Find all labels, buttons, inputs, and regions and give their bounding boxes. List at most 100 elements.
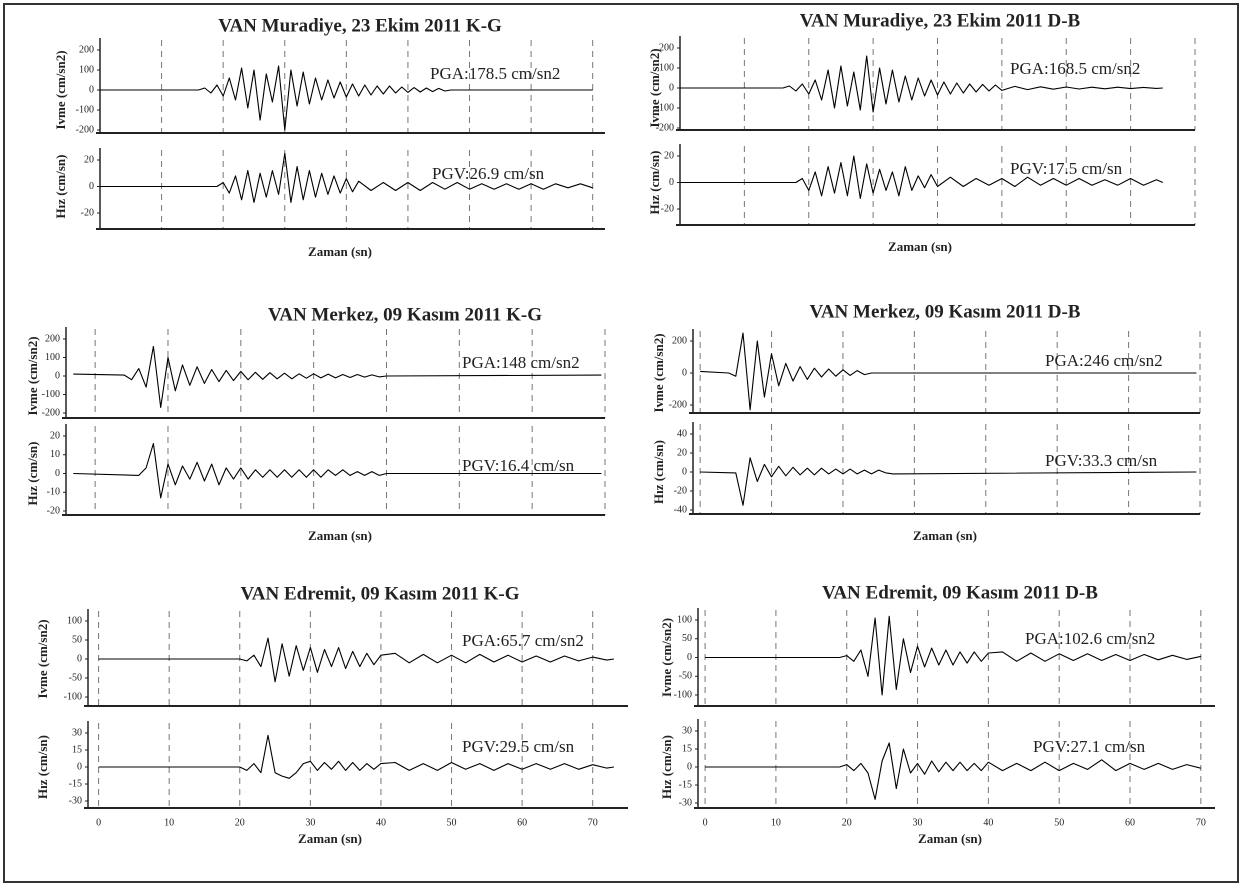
annotation: PGA:168.5 cm/sn2 [1010,59,1140,78]
annotation: PGA:148 cm/sn2 [462,353,580,372]
frame [3,3,1239,883]
y-tick-label: -20 [47,505,60,516]
x-tick-label: 50 [447,817,457,828]
y-tick-label: 20 [677,447,687,458]
y-tick-label: -40 [674,504,687,515]
waveform [98,734,614,779]
y-tick-label: 20 [84,154,94,165]
chart-title: VAN Muradiye, 23 Ekim 2011 D-B [800,10,1081,31]
y-tick-label: 0 [682,466,687,477]
chart-title: VAN Muradiye, 23 Ekim 2011 K-G [218,15,502,36]
y-tick-label: 0 [55,370,60,381]
y-tick-label: 15 [72,744,82,755]
y-tick-label: 0 [89,181,94,192]
y-tick-label: 0 [89,84,94,95]
y-tick-label: -200 [656,122,674,133]
y-tick-label: -10 [47,487,60,498]
y-tick-label: 200 [659,42,674,53]
x-tick-label: 60 [1125,817,1135,828]
y-axis-label: Ivme (cm/sn2) [25,336,40,415]
y-tick-label: -30 [69,795,82,806]
annotation: PGV:29.5 cm/sn [462,737,575,756]
y-tick-label: 100 [67,615,82,626]
y-tick-label: 100 [45,352,60,363]
y-tick-label: -100 [656,102,674,113]
x-tick-label: 20 [842,817,852,828]
waveform [700,332,1197,411]
x-tick-label: 40 [983,817,993,828]
y-axis-label: Ivme (cm/sn2) [53,50,68,129]
y-axis-label: Hız (cm/sn) [53,155,68,219]
annotation: PGV:16.4 cm/sn [462,456,575,475]
x-axis-label: Zaman (sn) [308,244,372,259]
y-tick-label: 40 [677,428,687,439]
y-axis-label: Hız (cm/sn) [35,735,50,799]
chart-title: VAN Merkez, 09 Kasım 2011 K-G [268,304,542,325]
y-tick-label: -100 [42,389,60,400]
chart-title: VAN Edremit, 09 Kasım 2011 K-G [240,583,519,604]
y-axis-label: Hız (cm/sn) [647,151,662,215]
annotation: PGV:26.9 cm/sn [432,164,545,183]
waveform [73,442,602,499]
y-tick-label: 0 [669,82,674,93]
y-tick-label: 0 [687,652,692,663]
annotation: PGA:65.7 cm/sn2 [462,631,584,650]
waveform [98,637,614,683]
y-tick-label: 0 [682,367,687,378]
annotation: PGV:33.3 cm/sn [1045,451,1158,470]
y-tick-label: 0 [669,177,674,188]
waveform [100,65,593,131]
y-tick-label: 100 [659,62,674,73]
y-tick-label: 15 [682,743,692,754]
x-tick-label: 30 [913,817,923,828]
waveform [700,457,1197,506]
x-tick-label: 10 [771,817,781,828]
y-tick-label: 200 [672,335,687,346]
x-axis-label: Zaman (sn) [308,528,372,543]
annotation: PGA:246 cm/sn2 [1045,351,1163,370]
waveform [680,155,1164,199]
y-tick-label: 20 [50,430,60,441]
y-tick-label: 50 [682,633,692,644]
x-tick-label: 0 [703,817,708,828]
y-tick-label: -50 [69,672,82,683]
y-tick-label: -100 [76,104,94,115]
x-tick-label: 10 [164,817,174,828]
y-tick-label: -100 [674,689,692,700]
y-tick-label: -15 [679,779,692,790]
y-tick-label: -50 [679,671,692,682]
y-tick-label: 100 [677,614,692,625]
y-tick-label: -20 [661,203,674,214]
y-tick-label: 0 [55,468,60,479]
waveform [705,742,1201,800]
x-tick-label: 0 [96,817,101,828]
y-tick-label: 0 [77,653,82,664]
y-tick-label: -100 [64,691,82,702]
waveform [705,615,1201,696]
y-tick-label: -200 [42,407,60,418]
annotation: PGA:178.5 cm/sn2 [430,64,560,83]
y-tick-label: 10 [50,449,60,460]
x-tick-label: 30 [305,817,315,828]
y-tick-label: -200 [669,399,687,410]
x-axis-label: Zaman (sn) [918,831,982,846]
y-tick-label: 100 [79,64,94,75]
y-tick-label: 0 [687,761,692,772]
x-tick-label: 40 [376,817,386,828]
chart-title: VAN Edremit, 09 Kasım 2011 D-B [822,582,1098,603]
annotation: PGV:17.5 cm/sn [1010,159,1123,178]
y-tick-label: -15 [69,778,82,789]
y-tick-label: -20 [81,207,94,218]
chart-title: VAN Merkez, 09 Kasım 2011 D-B [810,301,1081,322]
x-tick-label: 70 [1196,817,1206,828]
y-tick-label: 0 [77,761,82,772]
y-axis-label: Ivme (cm/sn2) [35,619,50,698]
y-tick-label: 20 [664,150,674,161]
y-tick-label: -200 [76,124,94,135]
x-axis-label: Zaman (sn) [298,831,362,846]
x-axis-label: Zaman (sn) [913,528,977,543]
y-tick-label: 30 [72,727,82,738]
y-axis-label: Ivme (cm/sn2) [647,48,662,127]
y-axis-label: Hız (cm/sn) [651,440,666,504]
y-axis-label: Ivme (cm/sn2) [659,618,674,697]
